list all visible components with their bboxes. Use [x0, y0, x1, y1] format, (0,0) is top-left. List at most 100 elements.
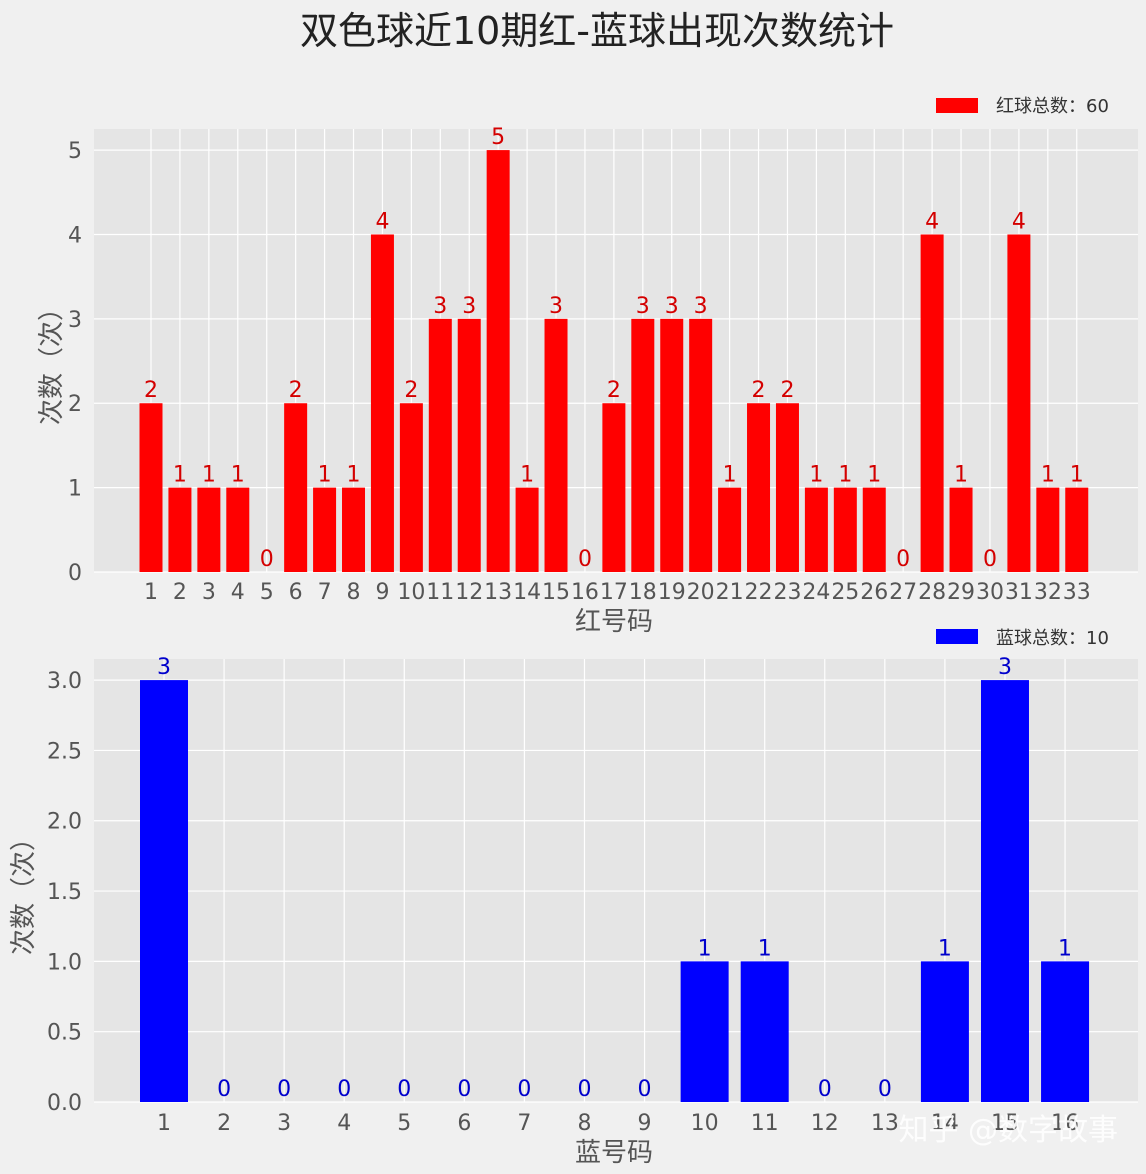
red-bar-value-label: 2 [752, 378, 766, 403]
red-bar-value-label: 1 [231, 463, 245, 488]
blue-y-tick-label: 0.0 [47, 1091, 82, 1116]
blue-bar-value-label: 0 [457, 1077, 471, 1102]
red-bar-value-label: 1 [202, 463, 216, 488]
red-bar-value-label: 2 [404, 378, 418, 403]
red-x-tick-label: 33 [1063, 580, 1091, 605]
blue-legend-swatch [936, 629, 978, 644]
blue-x-axis-label: 蓝号码 [575, 1138, 653, 1168]
red-bar-value-label: 3 [665, 294, 679, 319]
red-y-tick-label: 2 [68, 392, 82, 417]
red-bar [197, 487, 221, 572]
red-bar [660, 318, 684, 572]
blue-legend-label: 蓝球总数：10 [996, 628, 1109, 649]
blue-data-labels: 3 0 0 0 0 0 0 0 0 1 1 0 0 1 3 1 [157, 655, 1072, 1102]
red-x-tick-label: 26 [860, 580, 888, 605]
red-bar-value-label: 1 [809, 463, 823, 488]
blue-y-tick-label: 0.5 [47, 1021, 82, 1046]
red-bar [457, 318, 481, 572]
red-x-tick-label: 1 [144, 580, 158, 605]
blue-bar-value-label: 0 [217, 1077, 231, 1102]
red-bar [718, 487, 742, 572]
red-x-tick-label: 16 [571, 580, 599, 605]
blue-x-tick-label: 2 [217, 1111, 231, 1136]
red-legend-label: 红球总数：60 [996, 96, 1109, 117]
red-bar [370, 234, 394, 572]
blue-x-tick-label: 5 [397, 1111, 411, 1136]
red-bar [804, 487, 828, 572]
blue-x-tick-label: 16 [1051, 1111, 1079, 1136]
red-y-axis-label: 次数（次） [37, 295, 67, 425]
red-bar [284, 403, 308, 572]
blue-x-tick-label: 9 [638, 1111, 652, 1136]
blue-bar-value-label: 1 [938, 936, 952, 961]
blue-bar [140, 680, 188, 1102]
red-bar-value-label: 1 [318, 463, 332, 488]
blue-x-tick-labels: 1 2 3 4 5 6 7 8 9 10 11 12 13 14 15 16 [157, 1111, 1079, 1136]
red-x-axis-label: 红号码 [575, 607, 653, 637]
blue-bar-value-label: 1 [758, 936, 772, 961]
red-bar-value-label: 5 [491, 125, 505, 150]
red-x-tick-label: 23 [773, 580, 801, 605]
red-bar [168, 487, 192, 572]
red-bar [486, 150, 510, 572]
red-x-tick-label: 10 [397, 580, 425, 605]
blue-x-tick-label: 13 [871, 1111, 899, 1136]
red-bar-value-label: 1 [1041, 463, 1055, 488]
red-x-tick-label: 4 [231, 580, 245, 605]
red-x-tick-label: 12 [455, 580, 483, 605]
blue-bar-value-label: 0 [577, 1077, 591, 1102]
red-bar [342, 487, 366, 572]
red-bar [313, 487, 337, 572]
blue-bar-value-label: 0 [397, 1077, 411, 1102]
blue-y-tick-label: 2.0 [47, 810, 82, 835]
blue-bar-value-label: 0 [337, 1077, 351, 1102]
red-bar-value-label: 4 [1012, 209, 1026, 234]
red-bar-value-label: 1 [1070, 463, 1084, 488]
red-x-tick-label: 14 [513, 580, 541, 605]
red-x-tick-label: 9 [375, 580, 389, 605]
red-x-tick-label: 17 [600, 580, 628, 605]
red-y-tick-label: 1 [68, 477, 82, 502]
blue-bar [920, 961, 969, 1102]
red-x-tick-label: 11 [426, 580, 454, 605]
red-x-tick-label: 28 [918, 580, 946, 605]
blue-x-tick-label: 12 [811, 1111, 839, 1136]
red-bar-value-label: 4 [925, 209, 939, 234]
blue-bar-value-label: 0 [818, 1077, 832, 1102]
red-bar-value-label: 2 [289, 378, 303, 403]
red-bar-value-label: 1 [173, 463, 187, 488]
blue-bar [680, 961, 729, 1102]
red-legend: 红球总数：60 [936, 96, 1109, 117]
red-bar-value-label: 3 [694, 294, 708, 319]
blue-y-tick-label: 1.0 [47, 950, 82, 975]
blue-x-tick-label: 14 [931, 1111, 959, 1136]
blue-y-tick-label: 3.0 [47, 669, 82, 694]
red-y-tick-label: 0 [68, 561, 82, 586]
red-x-tick-label: 13 [484, 580, 512, 605]
red-bar [631, 318, 655, 572]
red-legend-swatch [936, 98, 978, 113]
red-bar [833, 487, 857, 572]
red-x-tick-label: 6 [289, 580, 303, 605]
blue-bars [140, 680, 1090, 1102]
red-x-tick-label: 27 [889, 580, 917, 605]
blue-bar-value-label: 0 [277, 1077, 291, 1102]
blue-bar [740, 961, 789, 1102]
red-x-tick-label: 3 [202, 580, 216, 605]
watermark: 知乎 @数字故事 [898, 1113, 1118, 1148]
blue-x-tick-label: 1 [157, 1111, 171, 1136]
red-x-tick-labels: 1 2 3 4 5 6 7 8 9 10 11 12 13 14 15 16 17 18 19 20 21 22 23 24 2… [144, 580, 1091, 605]
red-bar-value-label: 1 [723, 463, 737, 488]
blue-bar-value-label: 0 [638, 1077, 652, 1102]
red-bar [775, 403, 799, 572]
red-bar [747, 403, 771, 572]
blue-y-axis-label: 次数（次） [9, 825, 39, 955]
blue-bar [1041, 961, 1090, 1102]
red-bar-value-label: 3 [462, 294, 476, 319]
red-bar-value-label: 0 [896, 547, 910, 572]
blue-legend: 蓝球总数：10 [936, 628, 1109, 649]
red-x-tick-label: 15 [542, 580, 570, 605]
